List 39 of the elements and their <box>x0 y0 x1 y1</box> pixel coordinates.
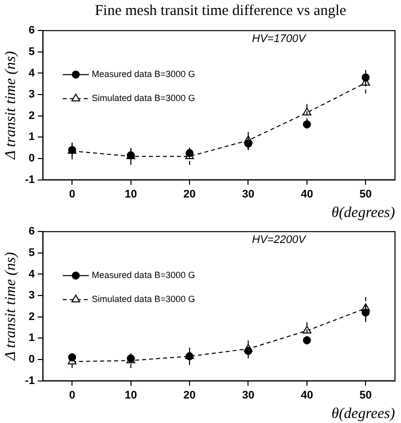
y-tick-label: 6 <box>28 24 35 37</box>
y-tick-label: 5 <box>28 246 35 259</box>
y-tick-label: -1 <box>25 174 35 186</box>
legend-label: Simulated data B=3000 G <box>92 294 196 304</box>
chart-title: Fine mesh transit time difference vs angle <box>94 2 348 21</box>
y-tick-label: 4 <box>28 67 36 80</box>
x-tick-label: 40 <box>300 389 314 402</box>
x-tick-label: 50 <box>360 188 372 200</box>
legend-label: Simulated data B=3000 G <box>92 93 196 104</box>
y-tick-label: 0 <box>28 152 35 165</box>
x-tick-label: 30 <box>242 389 254 402</box>
y-tick-label: 3 <box>28 290 35 302</box>
annotation: HV=1700V <box>252 33 308 46</box>
y-tick-label: 2 <box>28 110 35 122</box>
y-tick-label: 5 <box>28 46 35 58</box>
y-tick-label: 1 <box>28 131 35 144</box>
y-axis-title: Δ transit time (ns) <box>2 51 19 160</box>
x-tick-label: 0 <box>69 389 76 402</box>
y-tick-label: 4 <box>28 268 36 280</box>
x-axis-title: θ(degrees) <box>332 406 395 422</box>
x-tick-label: 20 <box>183 389 196 402</box>
x-tick-label: 10 <box>124 389 137 402</box>
x-tick-label: 10 <box>124 188 137 200</box>
legend-label: Measured data B=3000 G <box>92 270 196 280</box>
y-tick-label: 6 <box>28 226 35 238</box>
annotation: HV=2200V <box>252 234 308 246</box>
legend-label: Measured data B=3000 G <box>92 69 196 80</box>
x-tick-label: 20 <box>183 188 196 200</box>
y-tick-label: 2 <box>28 310 35 323</box>
x-tick-label: 50 <box>360 389 372 402</box>
y-tick-label: 3 <box>28 88 35 101</box>
y-tick-label: -1 <box>25 374 35 387</box>
x-tick-label: 0 <box>69 188 76 200</box>
x-axis-title: θ(degrees) <box>332 204 395 221</box>
x-tick-label: 30 <box>242 188 254 200</box>
y-tick-label: 0 <box>28 354 35 366</box>
y-axis-title: Δ transit time (ns) <box>2 252 19 362</box>
y-tick-label: 1 <box>28 332 35 344</box>
x-tick-label: 40 <box>300 188 314 200</box>
